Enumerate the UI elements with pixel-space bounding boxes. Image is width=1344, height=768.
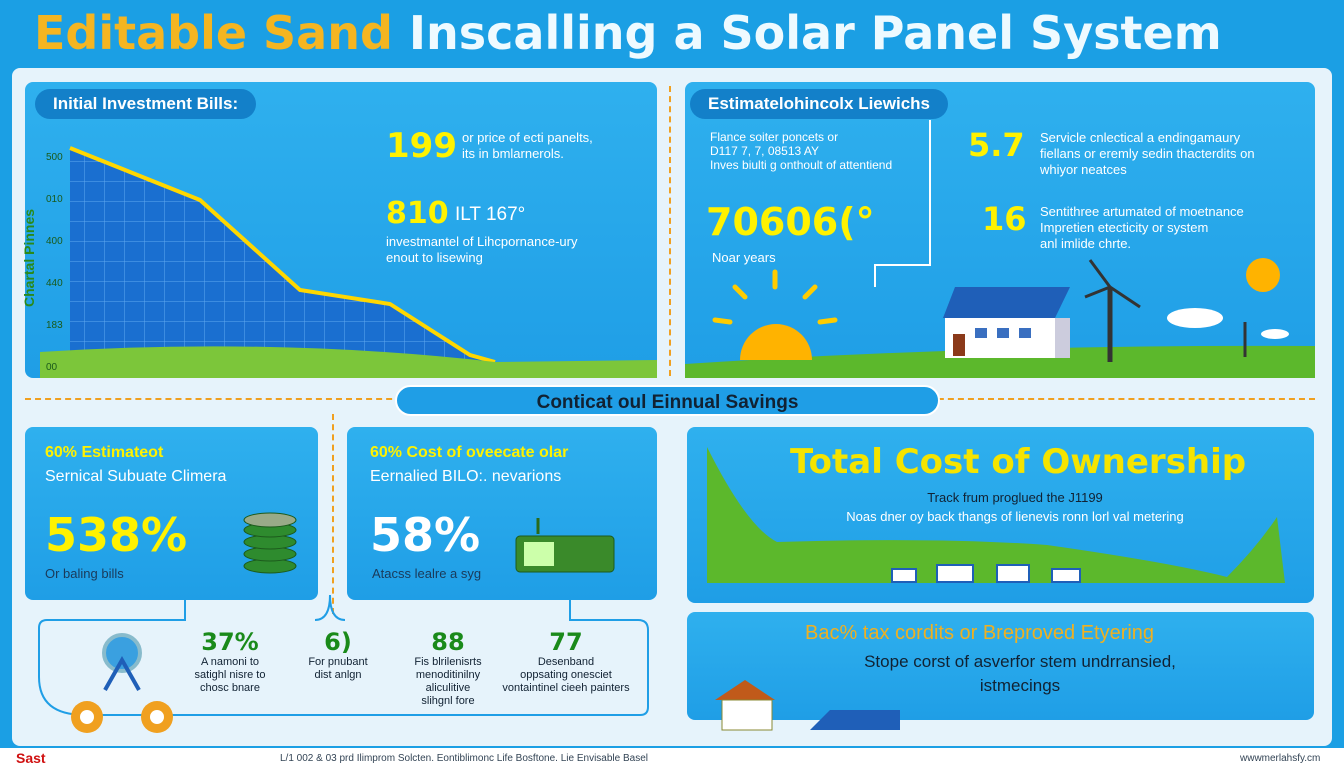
flow-line: chosc bnare (200, 682, 260, 694)
line: Sentithree artumated of moetnance (1040, 204, 1244, 219)
axis-tick-label: 440 (46, 278, 63, 289)
flow-frame (38, 595, 649, 733)
line: Flance soiter poncets or (710, 130, 839, 144)
line: Impretien etecticity or system (1040, 220, 1209, 235)
big-caption: Noar years (712, 250, 776, 265)
line: whiyor neatces (1040, 162, 1127, 177)
axis-tick-label: 500 (46, 152, 63, 163)
line: Inves biulti g onthoult of attentiend (710, 158, 893, 172)
axis-tick-label: 183 (46, 320, 63, 331)
flow-line: vontaintinel cieeh painters (502, 682, 630, 694)
line: Servicle cnlectical a endingamaury (1040, 130, 1241, 145)
stat-suffix: ILT 167° (455, 204, 526, 225)
house-icon (715, 680, 900, 731)
ownership-title: Total Cost of Ownership (790, 442, 1247, 482)
big-value: 70606(° (706, 200, 875, 244)
title-rest: Inscalling a Solar Panel System (408, 6, 1222, 60)
flow-value: 6) (324, 628, 352, 656)
flow-line: For pnubant (308, 656, 368, 668)
title-highlight: Editable Sand (34, 6, 393, 60)
line: its in bmlarnerols. (462, 146, 564, 161)
flow-line: dist anlgn (314, 669, 362, 681)
coins-icon (243, 512, 297, 574)
card-line: Eernalied BILO:. nevarions (370, 468, 562, 485)
line: anl imlide chrte. (1040, 236, 1132, 251)
estimates-label: Estimatelohincolx Liewichs (690, 89, 949, 119)
footer-url: wwwmerlahsfy.cm (1240, 753, 1321, 764)
savings-banner: Conticat oul Einnual Savings (395, 385, 940, 416)
card-line: Sernical Subuate Climera (45, 468, 227, 485)
ownership-line: Noas dner oy back thangs of lienevis ron… (846, 509, 1184, 524)
axis-tick-label: 400 (46, 236, 63, 247)
item-value: 5.7 (968, 126, 1025, 164)
tax-line: Stope corst of asverfor stem undrransied… (864, 652, 1176, 671)
flow-line: oppsating onesciet (520, 669, 612, 681)
stat-value: 199 (386, 126, 457, 166)
flow-line: aliculitive (425, 682, 471, 694)
flow-stat: 88 Fis blrilenisrts menoditinilny aliculiti… (378, 628, 518, 708)
card-caption: Or baling bills (45, 566, 124, 581)
investment-chart (40, 146, 657, 378)
line: or price of ecti panelts, (462, 130, 593, 145)
dashed-rule (332, 414, 334, 614)
axis-title: Chartal Pinnes (21, 208, 38, 308)
ownership-line: Track frum proglued the J1199 (927, 490, 1103, 505)
item-text: Servicle cnlectical a endingamaury fiella… (1040, 130, 1255, 178)
line: enout to lisewing (386, 250, 483, 265)
flow-value: 37% (201, 628, 259, 656)
stat-value: 810 (386, 196, 449, 231)
stat-text: investmantel of Lihcpornance-ury enout to… (386, 234, 578, 266)
flow-line: Desenband (537, 656, 595, 668)
flow-line: Fis blrilenisrts (414, 656, 482, 668)
flow-stat: 77 Desenband oppsating onesciet vontaintine… (496, 628, 636, 695)
card-value: 58% (370, 508, 481, 562)
card-line: 60% Estimateot (45, 444, 164, 461)
estimates-intro: Flance soiter poncets or D117 7, 7, 08513… (710, 130, 892, 172)
item-text: Sentithree artumated of moetnance Impreti… (1040, 204, 1244, 252)
flow-line: slihgnl fore (421, 695, 475, 707)
flow-line: A namoni to (200, 656, 260, 668)
flow-line: satighl nisre to (194, 669, 266, 681)
tax-title: Bac% tax cordits or Breproved Etyering (805, 622, 1155, 644)
axis-tick-label: 00 (46, 362, 58, 373)
flow-value: 77 (549, 628, 583, 656)
line: investmantel of Lihcpornance-ury (386, 234, 578, 249)
hills (707, 447, 1285, 583)
card-line: 60% Cost of oveecate olar (370, 444, 569, 461)
axis-tick-label: 010 (46, 194, 63, 205)
item-value: 16 (982, 200, 1027, 238)
footer-bar (0, 748, 1344, 768)
line: fiellans or eremly sedin thacterdits on (1040, 146, 1255, 161)
title: Editable Sand Inscalling a Solar Panel S… (34, 6, 1222, 60)
flow-line: menoditinilny (415, 669, 481, 681)
stat-text: or price of ecti panelts, its in bmlarner… (462, 130, 593, 162)
landscape (685, 120, 1315, 378)
footer-text: L/1 002 & 03 prd Ilimprom Solcten. Eonti… (280, 753, 648, 764)
panel-icon (515, 518, 615, 573)
divider (669, 86, 671, 376)
line: D117 7, 7, 08513 AY (710, 144, 819, 158)
investment-label: Initial Investment Bills: (35, 89, 257, 119)
flow-stat: 37% A namoni to satighl nisre to chosc bnar… (160, 628, 300, 695)
flow-stat: 6) For pnubant dist anlgn (268, 628, 408, 682)
tax-panel (687, 612, 1314, 720)
card-caption: Atacss lealre a syg (372, 566, 482, 581)
tax-line: istmecings (979, 676, 1061, 695)
footer-logo: Sast (16, 750, 46, 766)
flow-value: 88 (431, 628, 465, 656)
card-value: 538% (45, 508, 188, 562)
